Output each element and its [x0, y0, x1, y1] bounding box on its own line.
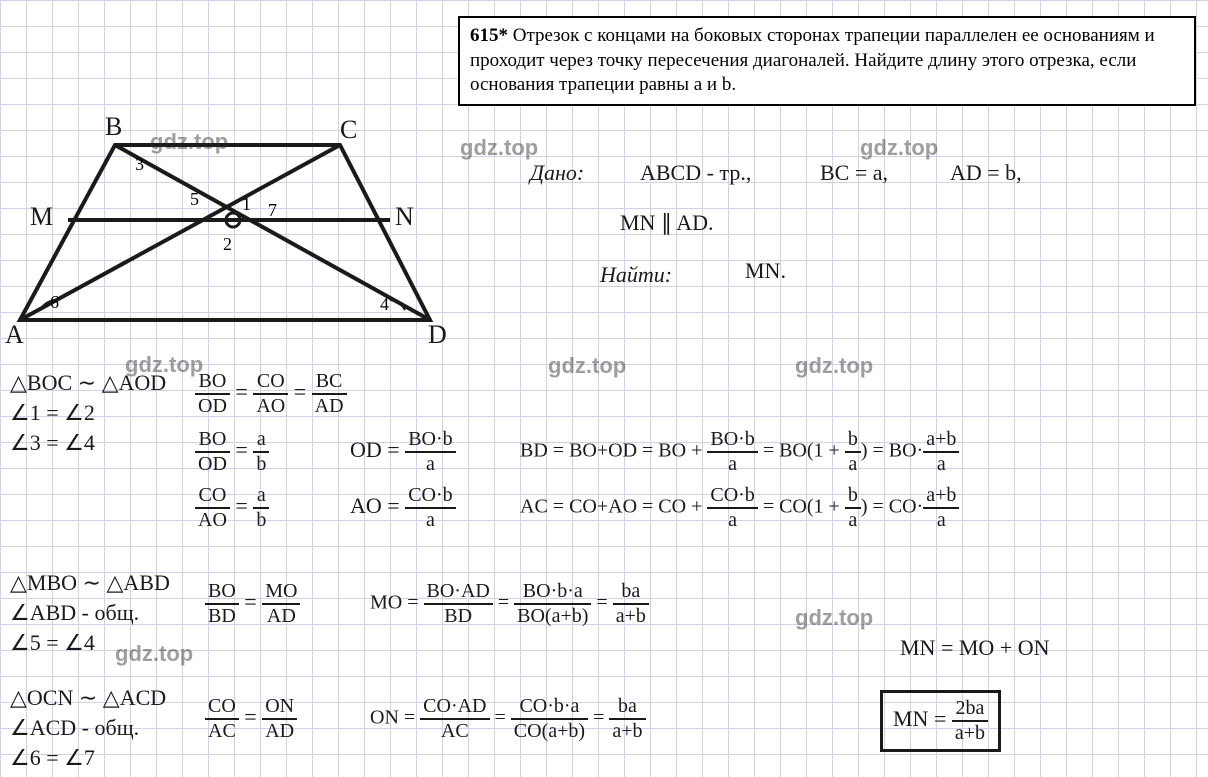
ac-eq: AC = CO+AO = CO + CO·ba = CO(1 + ba) = C…: [520, 484, 959, 532]
problem-statement: 615* Отрезок с концами на боковых сторон…: [458, 16, 1196, 106]
given-label: Дано:: [530, 160, 584, 186]
svg-text:3: 3: [135, 154, 144, 174]
answer: MN = 2baa+b: [893, 697, 988, 745]
ratio-1: BOOD = COAO = BCAD: [195, 370, 347, 418]
ratio-4: BOBD = MOAD: [205, 580, 300, 628]
svg-text:1: 1: [242, 194, 251, 214]
ratio-3: COAO = ab: [195, 484, 269, 532]
tri-sim-1: △BOC ∼ △AOD: [10, 370, 166, 396]
svg-text:6: 6: [50, 292, 59, 312]
tri-sim-2: △MBO ∼ △ABD: [10, 570, 170, 596]
ao-eq: AO = CO·ba: [350, 484, 456, 532]
given-2: BC = a,: [820, 160, 888, 186]
vertex-n: N: [395, 202, 414, 232]
problem-number: 615*: [470, 25, 508, 46]
ang-eq-2: ∠3 = ∠4: [10, 430, 95, 456]
svg-text:4: 4: [380, 294, 389, 314]
tri-sim-3: △OCN ∼ △ACD: [10, 685, 166, 711]
problem-text: Отрезок с концами на боковых сторонах тр…: [470, 25, 1155, 95]
svg-text:7: 7: [268, 200, 277, 220]
ang-eq-4: ∠6 = ∠7: [10, 745, 95, 771]
ang-eq-1: ∠1 = ∠2: [10, 400, 95, 426]
vertex-a: A: [5, 320, 24, 350]
given-4: MN ∥ AD.: [620, 210, 714, 236]
vertex-b: B: [105, 112, 122, 142]
given-1: ABCD - тр.,: [640, 160, 751, 186]
find-label: Найти:: [600, 262, 672, 288]
vertex-m: M: [30, 202, 53, 232]
mn-sum: MN = MO + ON: [900, 635, 1050, 661]
ratio-2: BOOD = ab: [195, 428, 269, 476]
given-3: AD = b,: [950, 160, 1022, 186]
ang-common-1: ∠ABD - общ.: [10, 600, 139, 626]
svg-text:5: 5: [190, 189, 199, 209]
ratio-5: COAC = ONAD: [205, 695, 297, 743]
vertex-d: D: [428, 320, 447, 350]
svg-text:2: 2: [223, 234, 232, 254]
answer-box: MN = 2baa+b: [880, 690, 1001, 752]
vertex-c: C: [340, 115, 357, 145]
od-eq: OD = BO·ba: [350, 428, 456, 476]
find-value: MN.: [745, 258, 786, 284]
ang-common-2: ∠ACD - общ.: [10, 715, 139, 741]
on-eq: ON = CO·ADAC = CO·b·aCO(a+b) = baa+b: [370, 695, 646, 743]
trapezoid-svg: 3 5 1 7 2 4 6: [10, 130, 460, 350]
mo-eq: MO = BO·ADBD = BO·b·aBO(a+b) = baa+b: [370, 580, 649, 628]
trapezoid-figure: 3 5 1 7 2 4 6 A B C D M N: [10, 130, 460, 355]
ang-eq-3: ∠5 = ∠4: [10, 630, 95, 656]
bd-eq: BD = BO+OD = BO + BO·ba = BO(1 + ba) = B…: [520, 428, 959, 476]
